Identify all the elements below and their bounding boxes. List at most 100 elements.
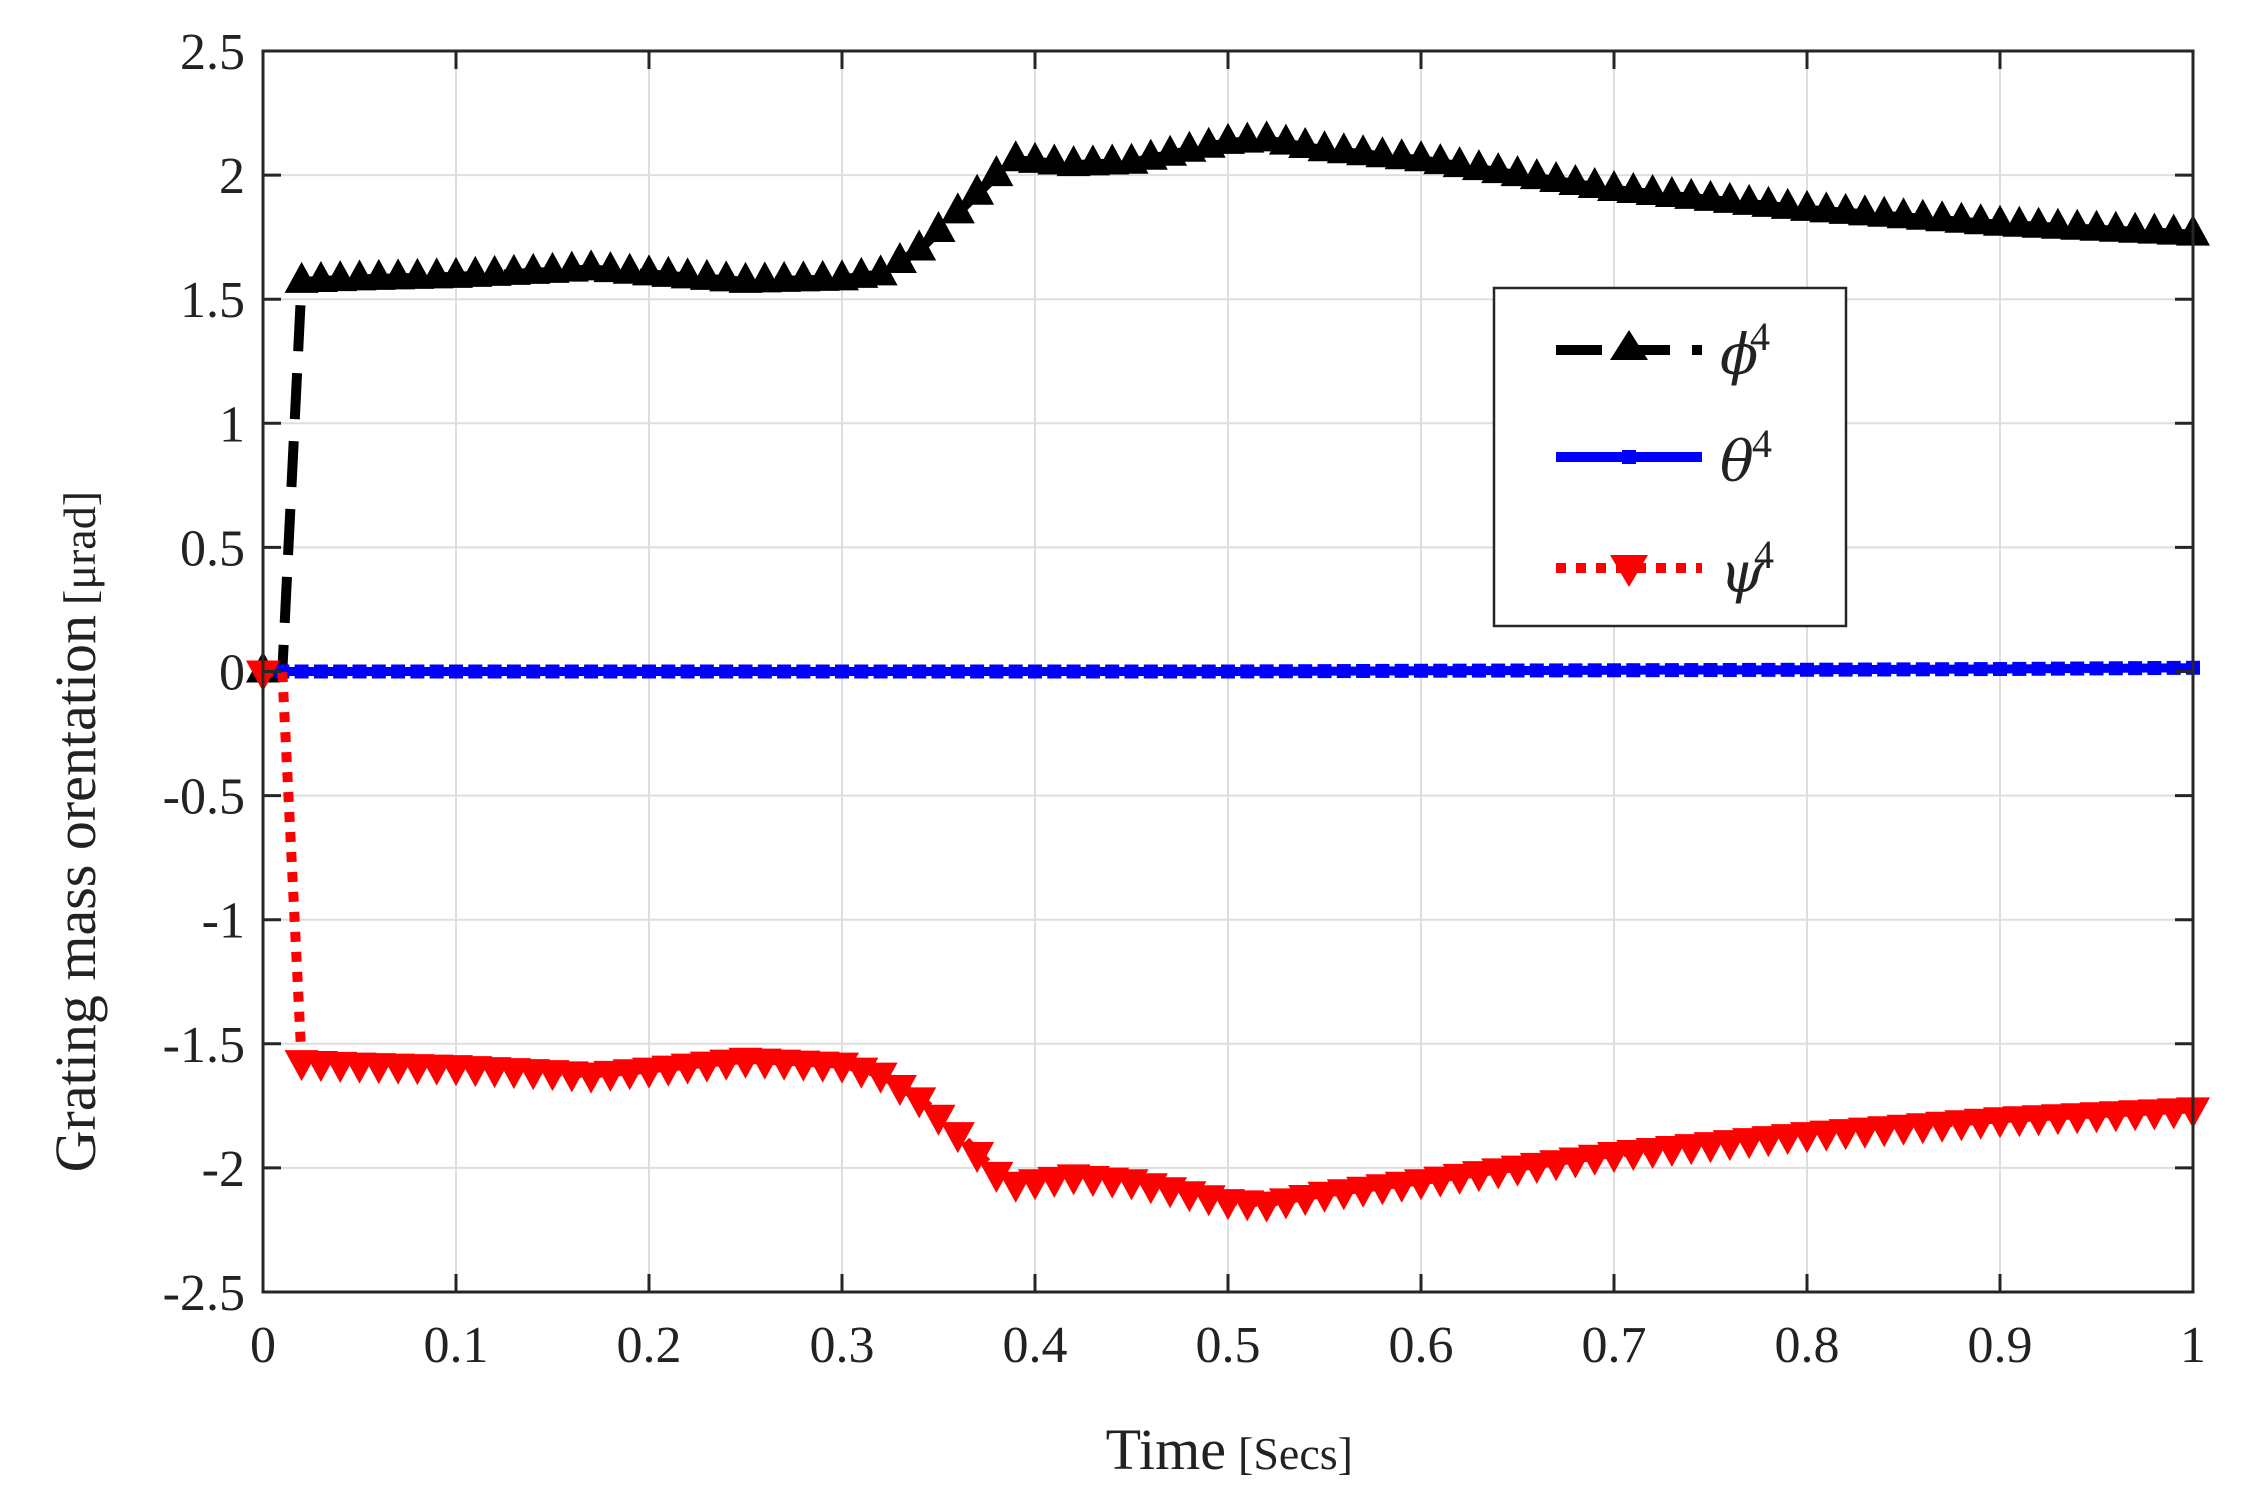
series-marker — [333, 664, 348, 679]
x-tick-label: 0.2 — [617, 1317, 682, 1374]
series-marker — [487, 664, 502, 679]
legend-entry-phi: ϕ 4 — [1556, 314, 1770, 388]
series-marker — [777, 664, 792, 679]
series-marker — [1298, 664, 1313, 679]
y-tick-label: -1 — [202, 893, 245, 950]
series-marker — [921, 1104, 956, 1136]
series-marker — [902, 1087, 937, 1119]
x-tick-label: 0.1 — [424, 1317, 489, 1374]
series-marker — [545, 664, 560, 679]
series-marker — [1877, 662, 1892, 677]
legend-psi-superscript: 4 — [1754, 532, 1774, 577]
y-tick-label: 0 — [219, 645, 245, 702]
series-marker — [526, 664, 541, 679]
series-marker — [1780, 662, 1795, 677]
y-tick-label: 2 — [219, 148, 245, 205]
series-marker — [449, 664, 463, 679]
series-marker — [1356, 663, 1371, 678]
series-marker — [1433, 663, 1448, 678]
series-marker — [371, 664, 386, 679]
series-marker — [835, 664, 849, 679]
series-marker — [1838, 662, 1853, 677]
series-marker — [970, 664, 985, 679]
x-tick-label: 0.9 — [1968, 1317, 2033, 1374]
series-marker — [931, 664, 946, 679]
series-marker — [979, 1161, 1014, 1193]
series-marker — [1066, 664, 1081, 679]
series-marker — [2089, 661, 2104, 676]
y-tick-label: -0.5 — [163, 769, 245, 826]
series-marker — [960, 1142, 995, 1174]
series-marker — [680, 664, 695, 679]
series-marker — [468, 664, 483, 679]
series-marker — [1857, 662, 1872, 677]
series-marker — [1973, 662, 1988, 677]
series-marker — [2031, 661, 2046, 676]
series-marker — [757, 664, 772, 679]
series-marker — [1471, 663, 1486, 678]
series-marker — [1278, 664, 1293, 679]
series-marker — [603, 664, 618, 679]
legend-entry-theta: θ 4 — [1556, 421, 1772, 495]
series-marker — [1240, 664, 1255, 679]
series-marker — [738, 664, 753, 679]
series-marker — [1491, 663, 1506, 678]
series-marker — [1182, 664, 1197, 679]
series-marker — [1587, 663, 1602, 678]
series-marker — [1201, 664, 1216, 679]
series-marker — [1819, 662, 1834, 677]
series-marker — [863, 254, 898, 286]
series-marker — [1684, 663, 1699, 678]
series-marker — [2070, 661, 2085, 676]
series-marker — [1800, 662, 1814, 677]
series-marker — [719, 664, 734, 679]
series-marker — [2012, 661, 2027, 676]
series-marker — [1414, 663, 1428, 678]
series-marker — [921, 210, 956, 242]
series-marker — [2050, 661, 2065, 676]
series-marker — [410, 664, 425, 679]
series-marker — [1085, 664, 1100, 679]
series-marker — [699, 664, 714, 679]
series-marker — [902, 229, 937, 261]
series-marker — [979, 155, 1014, 187]
series-marker — [882, 1074, 917, 1106]
series-marker — [940, 1122, 975, 1154]
series-marker — [352, 664, 367, 679]
series-marker — [1761, 662, 1776, 677]
series-marker — [1742, 662, 1757, 677]
series-marker — [1645, 663, 1660, 678]
series-marker — [1510, 663, 1525, 678]
series-marker — [1626, 663, 1641, 678]
series-marker — [1317, 664, 1332, 679]
y-axis-label: Grating mass orentation — [43, 615, 108, 1172]
series-2 — [246, 660, 2210, 1223]
legend-psi-label: ψ — [1720, 541, 1765, 606]
series-marker — [1722, 662, 1737, 677]
legend-phi-superscript: 4 — [1750, 314, 1770, 359]
y-tick-label: -1.5 — [163, 1017, 245, 1074]
series-marker — [294, 664, 309, 679]
x-tick-label: 1 — [2180, 1317, 2206, 1374]
series-marker — [873, 664, 888, 679]
series-marker — [506, 664, 521, 679]
legend-theta-label: θ — [1720, 430, 1754, 495]
series-marker — [1105, 664, 1120, 679]
y-tick-label: 1.5 — [180, 272, 245, 329]
x-axis-unit: [Secs] — [1238, 1428, 1353, 1479]
x-tick-label: 0.5 — [1196, 1317, 1261, 1374]
legend-psi-marker-icon — [1610, 555, 1648, 587]
legend-entry-psi: ψ 4 — [1556, 532, 1774, 606]
series-marker — [429, 664, 444, 679]
legend-phi-marker-icon — [1610, 330, 1648, 360]
y-tick-label: -2.5 — [163, 1265, 245, 1322]
series-0 — [246, 120, 2210, 683]
series-marker — [622, 664, 637, 679]
series-marker — [1915, 662, 1930, 677]
legend-phi-label: ϕ — [1720, 323, 1758, 388]
series-marker — [391, 664, 406, 679]
series-marker — [1028, 664, 1042, 679]
legend-theta-marker-icon — [1622, 450, 1636, 464]
